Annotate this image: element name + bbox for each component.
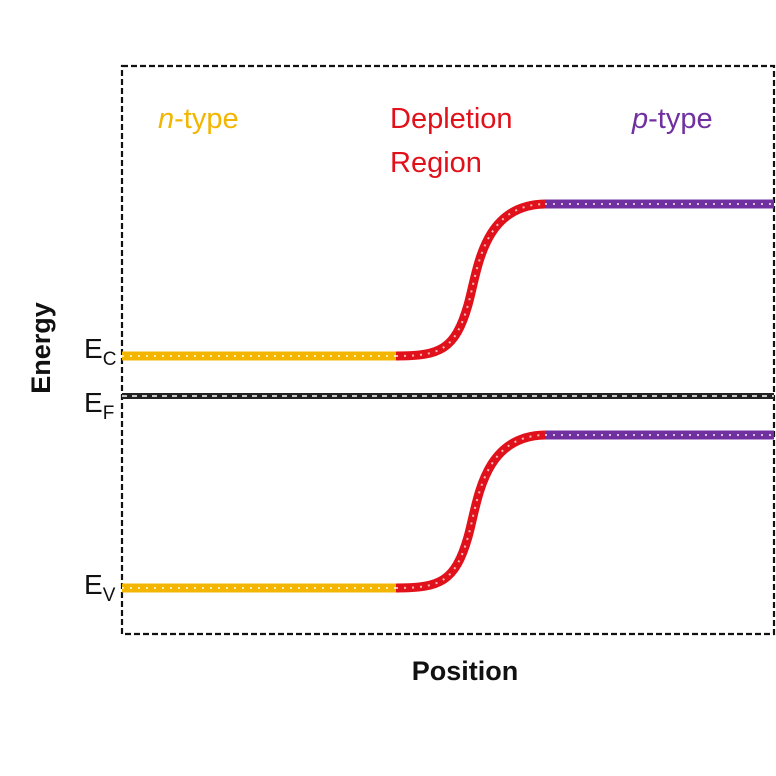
conduction-band: [122, 199, 774, 361]
ec-main: E: [84, 333, 103, 364]
n-type-suffix: -type: [174, 103, 238, 135]
valence-band: [122, 430, 774, 593]
plot-frame: [120, 64, 776, 636]
ec-label: EC: [84, 333, 116, 370]
depletion-label-line2: Region: [390, 147, 482, 179]
p-type-italic: p: [631, 103, 648, 135]
n-type-label: n-type: [158, 103, 239, 135]
ef-label: EF: [84, 387, 114, 424]
depletion-label-line1: Depletion: [390, 103, 513, 135]
p-type-label: p-type: [631, 103, 713, 135]
y-axis-label: Energy: [26, 302, 56, 394]
ef-sub: F: [103, 403, 115, 424]
ev-main: E: [84, 569, 103, 600]
valence-depletion-curve: [395, 430, 546, 593]
n-type-italic: n: [158, 103, 174, 135]
ev-label: EV: [84, 569, 116, 606]
ec-sub: C: [103, 349, 117, 370]
p-type-suffix: -type: [648, 103, 712, 135]
x-axis-label: Position: [412, 656, 519, 686]
conduction-depletion-curve: [395, 199, 546, 361]
ev-sub: V: [103, 585, 116, 606]
ef-main: E: [84, 387, 103, 418]
